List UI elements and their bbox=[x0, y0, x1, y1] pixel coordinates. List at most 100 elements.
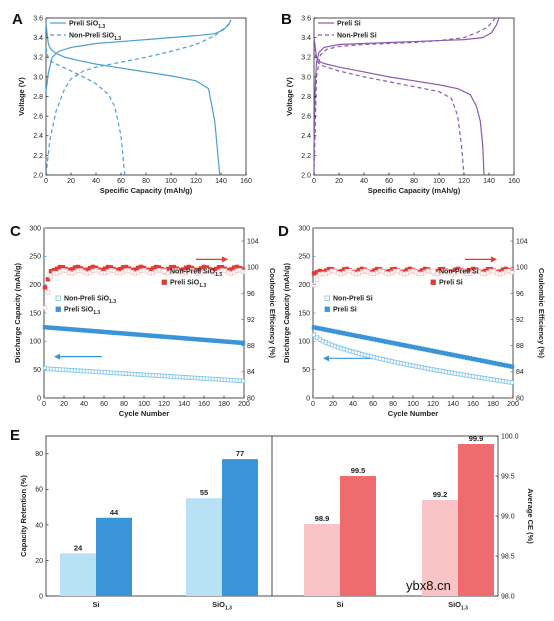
panel-e-y2tick-label: 98.5 bbox=[501, 553, 515, 560]
panel-a-xtick-label: 20 bbox=[67, 178, 75, 185]
panel-d-capacity-point bbox=[311, 332, 317, 338]
panel-d-xlabel: Cycle Number bbox=[388, 409, 439, 418]
panel-d-capacity-point bbox=[509, 364, 515, 369]
panel-e-bar-retention bbox=[186, 498, 222, 596]
panel-a-xtick-label: 140 bbox=[215, 178, 227, 185]
panel-d-y2tick-label: 84 bbox=[516, 369, 524, 376]
panel-d-ce-point bbox=[509, 270, 515, 275]
panel-d-ce-arrow-head bbox=[491, 256, 497, 263]
panel-e-bar-label: 24 bbox=[74, 543, 83, 552]
panel-c-xtick-label: 160 bbox=[198, 401, 210, 408]
panel-d-legend-capacity-swatch bbox=[324, 295, 330, 301]
panel-e-bar-label: 98.9 bbox=[315, 514, 330, 523]
panel-c-legend-capacity-swatch bbox=[55, 306, 61, 312]
panel-b-xtick-label: 160 bbox=[508, 178, 520, 185]
panel-c-capacity-point bbox=[240, 378, 246, 384]
panel-b-xtick-label: 140 bbox=[483, 178, 495, 185]
panel-c-y2tick-label: 104 bbox=[247, 238, 259, 245]
panel-c-y2tick-label: 80 bbox=[247, 395, 255, 402]
panel-d-capacity-series-0 bbox=[311, 325, 515, 369]
panel-a-series-2-line bbox=[45, 47, 126, 176]
panel-c-capacity-series-0 bbox=[42, 325, 246, 346]
panel-d-y2tick-label: 96 bbox=[516, 291, 524, 298]
panel-b-ytick-label: 2.0 bbox=[301, 172, 311, 179]
panel-e-ytick-label: 20 bbox=[35, 558, 43, 565]
panel-d-legend-capacity-label: Preli Si bbox=[333, 307, 357, 314]
panel-d-ce-series-1 bbox=[311, 268, 515, 288]
panel-e-bar-label: 55 bbox=[200, 488, 208, 497]
panel-c-legend-ce-swatch bbox=[161, 279, 167, 285]
panel-e-bar-label: 44 bbox=[110, 508, 119, 517]
panel-a-xtick-label: 60 bbox=[117, 178, 125, 185]
panel-a-ytick-label: 2.2 bbox=[33, 153, 43, 160]
panel-b-xtick-label: 40 bbox=[360, 178, 368, 185]
panel-d-xtick-label: 0 bbox=[311, 401, 315, 408]
panel-d-ytick-label: 50 bbox=[302, 367, 310, 374]
panel-e-ylabel: Capacity Retention (%) bbox=[19, 475, 28, 557]
panel-c-xlabel: Cycle Number bbox=[119, 409, 170, 418]
panel-e-bar-ce bbox=[458, 444, 494, 596]
panel-d-y2tick-label: 100 bbox=[516, 265, 528, 272]
panel-e-category-label: Si bbox=[336, 600, 343, 609]
panel-b-xtick-label: 60 bbox=[385, 178, 393, 185]
panel-d-legend-capacity-swatch bbox=[324, 306, 330, 312]
panel-c-ce-point bbox=[240, 269, 246, 274]
panel-a-legend-label: Non-Preli SiO1.3 bbox=[69, 33, 121, 43]
panel-c-ytick-label: 200 bbox=[29, 282, 41, 289]
panel-c-ce-point bbox=[45, 277, 51, 282]
panel-b-letter: B bbox=[281, 11, 292, 28]
panel-c-ytick-label: 50 bbox=[33, 367, 41, 374]
panel-d-capacity-series-1 bbox=[311, 332, 515, 385]
panel-a-ytick-label: 2.6 bbox=[33, 114, 43, 121]
panel-c-ytick-label: 150 bbox=[29, 310, 41, 317]
panel-c-legend-ce-swatch bbox=[161, 268, 167, 274]
panel-d-xtick-label: 160 bbox=[467, 401, 479, 408]
panel-c-y2tick-label: 88 bbox=[247, 343, 255, 350]
panel-a-xtick-label: 100 bbox=[165, 178, 177, 185]
panel-c-letter: C bbox=[10, 223, 21, 240]
panel-e-ytick-label: 80 bbox=[35, 451, 43, 458]
panel-d-ce-point bbox=[311, 282, 317, 288]
panel-c-ce-point bbox=[45, 290, 51, 295]
panel-e-category-label: SiO1.3 bbox=[448, 600, 468, 612]
panel-d-ytick-label: 200 bbox=[298, 282, 310, 289]
panel-c-xtick-label: 0 bbox=[42, 401, 46, 408]
panel-e-bar-retention bbox=[60, 553, 96, 596]
panel-d-y2tick-label: 88 bbox=[516, 343, 524, 350]
panel-d-xtick-label: 100 bbox=[407, 401, 419, 408]
panel-c-legend-capacity-label-sub: 1.3 bbox=[93, 310, 100, 316]
panel-e-category-label-main: SiO bbox=[212, 600, 225, 609]
panel-b-xtick-label: 120 bbox=[458, 178, 470, 185]
panel-e-category-label: Si bbox=[92, 600, 99, 609]
panel-d-xtick-label: 40 bbox=[349, 401, 357, 408]
panel-d-legend-ce-swatch bbox=[430, 279, 436, 285]
panel-d-ytick-label: 0 bbox=[306, 395, 310, 402]
panel-d-letter: D bbox=[278, 223, 289, 240]
panel-e-bar-ce bbox=[304, 524, 340, 596]
panel-e-bar-label: 99.2 bbox=[433, 490, 448, 499]
panel-a-ytick-label: 2.4 bbox=[33, 133, 43, 140]
panel-e-bar-label: 99.5 bbox=[351, 466, 366, 475]
panel-c-ytick-label: 300 bbox=[29, 225, 41, 232]
panel-c-ytick-label: 0 bbox=[37, 395, 41, 402]
panel-b-ytick-label: 2.6 bbox=[301, 114, 311, 121]
panel-a-ytick-label: 3.4 bbox=[33, 35, 43, 42]
panel-e-ytick-label: 60 bbox=[35, 487, 43, 494]
panel-e-bar-ce bbox=[422, 500, 458, 596]
panel-c-ce-point bbox=[42, 305, 48, 311]
panel-c-y2tick-label: 92 bbox=[247, 317, 255, 324]
panel-c-xtick-label: 140 bbox=[178, 401, 190, 408]
panel-d-xtick-label: 20 bbox=[329, 401, 337, 408]
panel-c-xtick-label: 100 bbox=[138, 401, 150, 408]
panel-c-legend-capacity-label: Preli SiO1.3 bbox=[64, 307, 100, 317]
panel-d-ytick-label: 250 bbox=[298, 254, 310, 261]
panel-c-y2tick-label: 96 bbox=[247, 291, 255, 298]
panel-c-capacity-point bbox=[240, 340, 246, 346]
panel-b-legend-label: Preli Si bbox=[337, 21, 361, 28]
panel-e-category-label-main: SiO bbox=[448, 600, 461, 609]
panel-e-category-label-main: Si bbox=[92, 600, 99, 609]
panel-b-series-3-line bbox=[313, 17, 496, 176]
panel-c-xtick-label: 80 bbox=[120, 401, 128, 408]
panel-b-ytick-label: 2.8 bbox=[301, 94, 311, 101]
